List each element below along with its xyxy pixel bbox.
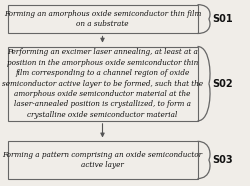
FancyBboxPatch shape	[8, 5, 198, 33]
Text: Forming a pattern comprising an oxide semiconductor
active layer: Forming a pattern comprising an oxide se…	[2, 151, 202, 169]
Text: S02: S02	[212, 79, 233, 89]
FancyBboxPatch shape	[8, 46, 198, 121]
FancyBboxPatch shape	[8, 141, 198, 179]
Text: Forming an amorphous oxide semiconductor thin film
on a substrate: Forming an amorphous oxide semiconductor…	[4, 10, 201, 28]
Text: S01: S01	[212, 14, 233, 24]
Text: S03: S03	[212, 155, 233, 165]
Text: Performing an excimer laser annealing, at least at a
position in the amorphous o: Performing an excimer laser annealing, a…	[2, 49, 203, 119]
